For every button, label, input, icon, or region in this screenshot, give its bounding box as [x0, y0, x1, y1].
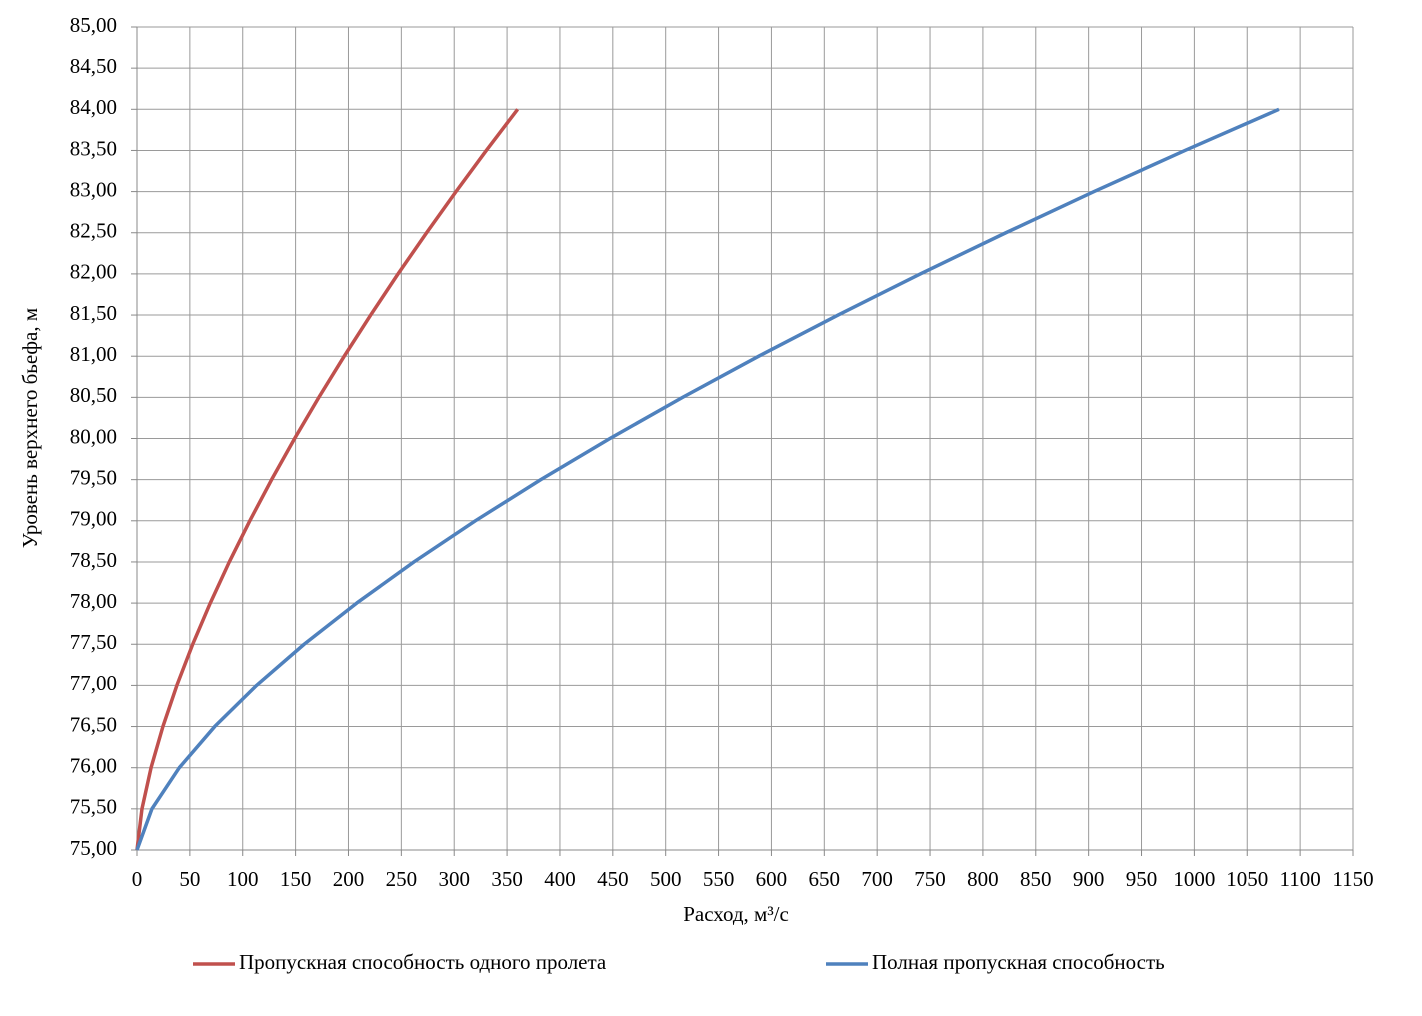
x-tick-label: 350 [491, 867, 523, 891]
x-tick-label: 800 [967, 867, 999, 891]
y-tick-label: 76,50 [70, 712, 117, 736]
x-tick-label: 50 [179, 867, 200, 891]
y-tick-label: 81,50 [70, 301, 117, 325]
x-axis-title: Расход, м³/с [683, 902, 789, 926]
y-tick-label: 81,00 [70, 342, 117, 366]
x-tick-label: 150 [280, 867, 312, 891]
y-tick-label: 85,00 [70, 13, 117, 37]
y-tick-label: 79,00 [70, 507, 117, 531]
x-tick-label: 100 [227, 867, 259, 891]
x-tick-label: 950 [1126, 867, 1158, 891]
x-tick-label: 1000 [1173, 867, 1215, 891]
y-tick-label: 83,50 [70, 136, 117, 160]
x-tick-label: 900 [1073, 867, 1105, 891]
y-tick-label: 78,00 [70, 589, 117, 613]
y-axis-title: Уровень верхнего бьефа, м [18, 308, 42, 548]
data-line [135, 108, 520, 851]
y-tick-label: 78,50 [70, 548, 117, 572]
legend-label: Полная пропускная способность [872, 950, 1165, 974]
x-tick-label: 500 [650, 867, 682, 891]
y-tick-label: 80,00 [70, 424, 117, 448]
data-line [135, 107, 1280, 851]
y-tick-label: 82,00 [70, 260, 117, 284]
x-tick-label: 400 [544, 867, 576, 891]
x-tick-label: 1150 [1332, 867, 1373, 891]
x-tick-label: 650 [809, 867, 841, 891]
x-tick-label: 450 [597, 867, 629, 891]
x-tick-label: 600 [756, 867, 788, 891]
x-tick-label: 0 [132, 867, 143, 891]
x-tick-label: 1100 [1280, 867, 1321, 891]
x-tick-label: 750 [914, 867, 946, 891]
legend-label: Пропускная способность одного пролета [239, 950, 607, 974]
y-tick-label: 75,00 [70, 836, 117, 860]
x-tick-label: 850 [1020, 867, 1052, 891]
y-tick-label: 84,00 [70, 95, 117, 119]
x-tick-label: 200 [333, 867, 365, 891]
y-tick-label: 79,50 [70, 465, 117, 489]
x-tick-label: 250 [386, 867, 418, 891]
y-tick-label: 82,50 [70, 219, 117, 243]
x-tick-label: 300 [438, 867, 470, 891]
y-tick-label: 76,00 [70, 754, 117, 778]
x-tick-label: 550 [703, 867, 735, 891]
y-tick-label: 83,00 [70, 177, 117, 201]
y-tick-label: 84,50 [70, 54, 117, 78]
y-tick-label: 75,50 [70, 795, 117, 819]
y-tick-label: 77,00 [70, 671, 117, 695]
y-tick-label: 77,50 [70, 630, 117, 654]
y-tick-label: 80,50 [70, 383, 117, 407]
x-tick-label: 700 [861, 867, 893, 891]
x-tick-label: 1050 [1226, 867, 1268, 891]
